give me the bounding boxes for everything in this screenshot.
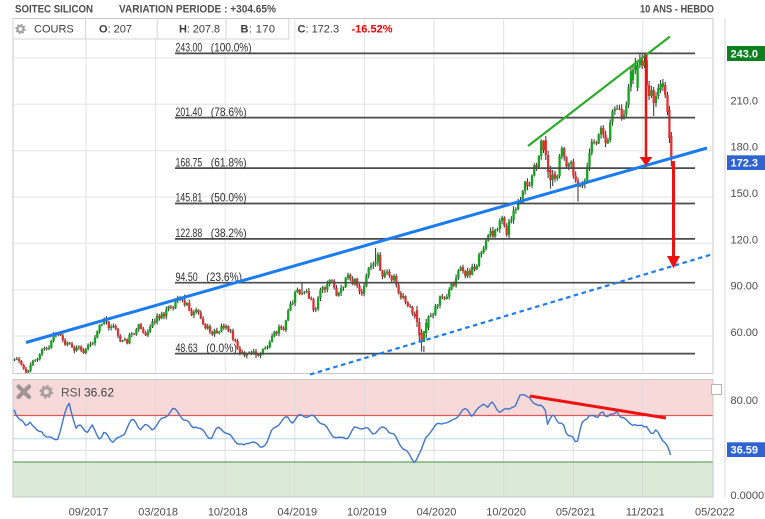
- svg-text:94.50: 94.50: [176, 270, 198, 284]
- svg-text:SOITEC SILICON: SOITEC SILICON: [15, 4, 93, 16]
- svg-text:80.00: 80.00: [731, 395, 759, 407]
- svg-text:(38.2%): (38.2%): [211, 226, 247, 240]
- svg-text:H: 207.8: H: 207.8: [179, 24, 220, 36]
- svg-text:05/2021: 05/2021: [556, 507, 596, 519]
- svg-text:(0.0%): (0.0%): [206, 341, 237, 355]
- svg-text:COURS: COURS: [34, 24, 74, 36]
- svg-text:C: 172.3: C: 172.3: [298, 24, 340, 36]
- svg-text:03/2018: 03/2018: [138, 507, 178, 519]
- svg-text:145.81: 145.81: [176, 191, 203, 205]
- svg-text:180.0: 180.0: [731, 142, 759, 154]
- svg-text:05/2022: 05/2022: [695, 507, 735, 519]
- svg-text:(23.6%): (23.6%): [206, 270, 242, 284]
- svg-text:90.00: 90.00: [731, 281, 759, 293]
- svg-text:210.0: 210.0: [731, 95, 759, 107]
- svg-text:O: 207: O: 207: [99, 24, 132, 36]
- svg-text:172.3: 172.3: [731, 158, 759, 170]
- svg-text:(100.0%): (100.0%): [211, 41, 252, 55]
- svg-text:150.0: 150.0: [731, 188, 759, 200]
- svg-text:-16.52%: -16.52%: [352, 24, 393, 36]
- svg-text:10 ANS - HEBDO: 10 ANS - HEBDO: [640, 4, 714, 16]
- svg-text:243.00: 243.00: [176, 41, 203, 55]
- svg-text:0.0000: 0.0000: [731, 490, 765, 502]
- svg-text:B: 170: B: 170: [241, 24, 276, 36]
- svg-text:201.40: 201.40: [176, 105, 203, 119]
- svg-text:RSI: RSI: [61, 386, 81, 400]
- svg-text:(61.8%): (61.8%): [211, 155, 247, 169]
- svg-text:09/2017: 09/2017: [69, 507, 109, 519]
- svg-text:36.59: 36.59: [731, 445, 759, 457]
- svg-text:04/2020: 04/2020: [417, 507, 457, 519]
- svg-text:10/2019: 10/2019: [347, 507, 387, 519]
- svg-text:122.88: 122.88: [176, 226, 203, 240]
- svg-text:243.0: 243.0: [731, 49, 759, 61]
- svg-text:168.75: 168.75: [176, 155, 203, 169]
- svg-text:VARIATION PERIODE : +304.65%: VARIATION PERIODE : +304.65%: [119, 4, 276, 16]
- svg-text:36.62: 36.62: [84, 386, 114, 400]
- svg-text:11/2021: 11/2021: [626, 507, 665, 519]
- svg-text:48.63: 48.63: [176, 341, 198, 355]
- svg-text:(78.6%): (78.6%): [211, 105, 247, 119]
- svg-text:10/2018: 10/2018: [208, 507, 248, 519]
- svg-text:04/2019: 04/2019: [277, 507, 317, 519]
- svg-text:10/2020: 10/2020: [486, 507, 526, 519]
- svg-text:60.00: 60.00: [731, 327, 759, 339]
- svg-text:120.0: 120.0: [731, 234, 759, 246]
- svg-text:(50.0%): (50.0%): [211, 191, 247, 205]
